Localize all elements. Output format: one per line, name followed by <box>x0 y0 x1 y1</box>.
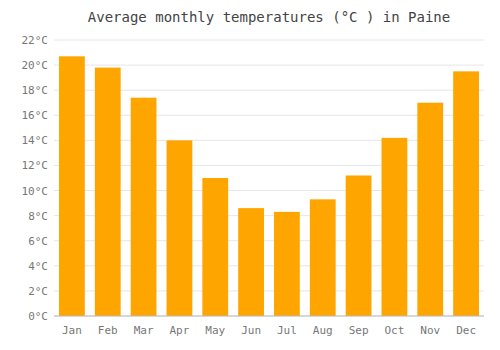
y-tick-label: 6°C <box>28 235 48 248</box>
y-tick-label: 18°C <box>22 84 49 97</box>
bar <box>167 140 193 316</box>
x-tick-label: Nov <box>420 324 440 337</box>
bar <box>95 68 121 316</box>
x-tick-label: Oct <box>384 324 404 337</box>
chart: Average monthly temperatures (°C ) in Pa… <box>0 0 500 350</box>
x-tick-label: Aug <box>313 324 333 337</box>
y-tick-label: 22°C <box>22 34 49 47</box>
x-tick-label: Mar <box>134 324 154 337</box>
y-tick-label: 20°C <box>22 59 49 72</box>
grid-line <box>54 316 484 317</box>
x-tick-label: Dec <box>456 324 476 337</box>
bar <box>202 178 228 316</box>
y-tick-label: 8°C <box>28 210 48 223</box>
bar <box>346 175 372 316</box>
grid-line <box>54 40 484 41</box>
x-axis-line <box>54 316 484 317</box>
grid-line <box>54 65 484 66</box>
bar <box>310 199 336 316</box>
y-tick-label: 10°C <box>22 185 49 198</box>
bar <box>382 138 408 316</box>
bar <box>274 212 300 316</box>
x-tick-label: Sep <box>349 324 369 337</box>
y-tick-label: 2°C <box>28 285 48 298</box>
grid <box>54 40 484 316</box>
bar <box>131 98 157 316</box>
x-tick-label: Feb <box>98 324 118 337</box>
x-tick-label: Apr <box>169 324 189 337</box>
y-tick-label: 16°C <box>22 109 49 122</box>
y-tick-label: 14°C <box>22 134 49 147</box>
y-tick-label: 12°C <box>22 159 49 172</box>
y-tick-label: 4°C <box>28 260 48 273</box>
y-tick-label: 0°C <box>28 310 48 323</box>
bars <box>59 56 479 316</box>
chart-container: Average monthly temperatures (°C ) in Pa… <box>0 0 500 350</box>
x-tick-label: Jul <box>277 324 297 337</box>
bar <box>417 103 443 316</box>
bar <box>453 71 479 316</box>
bar <box>238 208 264 316</box>
bar <box>59 56 85 316</box>
x-tick-label: May <box>205 324 225 337</box>
title: Average monthly temperatures (°C ) in Pa… <box>88 9 450 25</box>
x-tick-label: Jun <box>241 324 261 337</box>
x-tick-label: Jan <box>62 324 82 337</box>
